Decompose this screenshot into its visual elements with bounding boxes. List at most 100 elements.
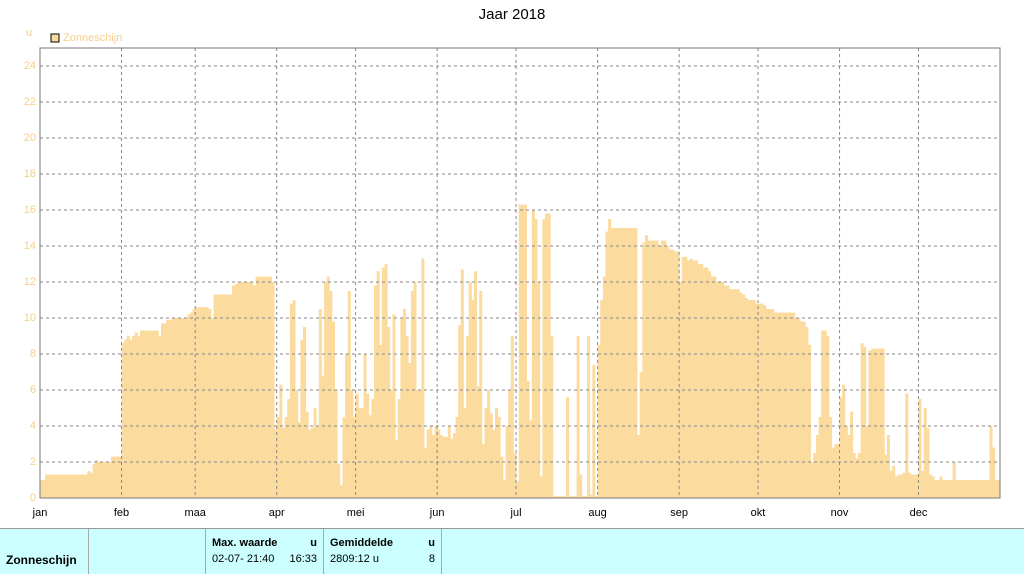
bar <box>279 384 283 498</box>
bar <box>781 312 785 498</box>
bar <box>566 397 570 498</box>
table-cell: Zonneschijn <box>0 529 89 574</box>
bar <box>174 318 178 498</box>
bar <box>424 447 428 498</box>
bar <box>379 345 383 498</box>
bar <box>597 345 601 498</box>
bar <box>418 390 422 498</box>
bar <box>676 251 680 498</box>
bar <box>260 276 264 498</box>
chart-title: Jaar 2018 <box>479 6 546 23</box>
bar <box>387 327 391 498</box>
bar <box>466 336 470 498</box>
bar <box>918 399 922 498</box>
y-tick-label: 12 <box>24 276 36 288</box>
y-tick-label: 18 <box>24 168 36 180</box>
bar <box>986 480 990 498</box>
bar <box>368 415 372 498</box>
bar <box>750 300 754 498</box>
bar <box>437 429 441 498</box>
x-tick-label: feb <box>114 507 129 519</box>
bar <box>826 336 830 498</box>
bar <box>358 408 362 498</box>
bar <box>108 462 112 498</box>
bar <box>274 429 278 498</box>
bar <box>513 453 517 498</box>
bar <box>168 319 172 498</box>
bar <box>755 303 759 498</box>
bar <box>321 375 325 498</box>
bar <box>555 496 559 498</box>
bar <box>863 346 867 498</box>
bar <box>610 228 614 498</box>
bar <box>779 312 783 498</box>
bar <box>308 429 312 498</box>
y-tick-label: 24 <box>24 60 36 72</box>
bar <box>952 462 956 498</box>
bar <box>579 474 583 498</box>
bar <box>431 435 435 498</box>
bar <box>281 427 286 498</box>
y-tick-label: 6 <box>30 384 36 396</box>
bar <box>857 453 862 498</box>
bar <box>247 282 251 498</box>
bar <box>113 456 117 498</box>
bar <box>132 336 136 498</box>
x-tick-label: aug <box>588 507 606 519</box>
bar <box>326 276 330 498</box>
bar <box>137 336 141 498</box>
bar <box>105 462 109 498</box>
bar <box>331 321 335 498</box>
bar <box>721 282 725 498</box>
bar <box>55 474 59 498</box>
header: u <box>310 537 317 549</box>
bar <box>66 474 70 498</box>
bar <box>153 330 157 498</box>
bar <box>602 276 606 498</box>
bar <box>284 417 288 498</box>
bar <box>163 323 167 498</box>
y-tick-label: 0 <box>30 492 36 504</box>
bar <box>402 309 406 498</box>
bar <box>950 480 954 498</box>
bar <box>229 294 233 498</box>
bar <box>184 318 188 498</box>
bar <box>687 260 691 498</box>
cell-text: 02-07- 21:40 <box>212 553 275 565</box>
bar <box>805 327 809 498</box>
bar <box>97 462 101 498</box>
x-tick-label: dec <box>910 507 928 519</box>
bar <box>921 471 925 498</box>
bar <box>489 413 493 498</box>
bar <box>139 330 143 498</box>
bar <box>550 336 554 498</box>
bar <box>195 307 199 498</box>
bar <box>731 289 735 498</box>
bar <box>442 436 446 498</box>
bar <box>253 285 257 498</box>
bar <box>203 307 207 498</box>
bar <box>129 339 133 498</box>
bar <box>694 260 698 498</box>
bar <box>639 372 643 498</box>
bar <box>584 496 588 498</box>
y-tick-label: 16 <box>24 204 36 216</box>
bar <box>765 309 769 498</box>
bar <box>92 463 96 498</box>
bar <box>455 417 459 498</box>
bar <box>518 204 522 498</box>
bar <box>926 427 930 498</box>
bar <box>405 336 409 498</box>
bar <box>836 444 840 498</box>
bar <box>239 282 243 498</box>
bar <box>318 309 322 498</box>
bar <box>834 444 838 498</box>
bar <box>376 271 380 498</box>
bar <box>68 474 72 498</box>
bar <box>794 318 798 498</box>
legend-swatch <box>50 33 60 43</box>
table-cell: Max. waarde u 02-07- 21:40 16:33 <box>206 529 324 574</box>
cell-text: 2809:12 u <box>330 553 379 565</box>
bar <box>192 309 196 498</box>
bar <box>287 399 291 498</box>
